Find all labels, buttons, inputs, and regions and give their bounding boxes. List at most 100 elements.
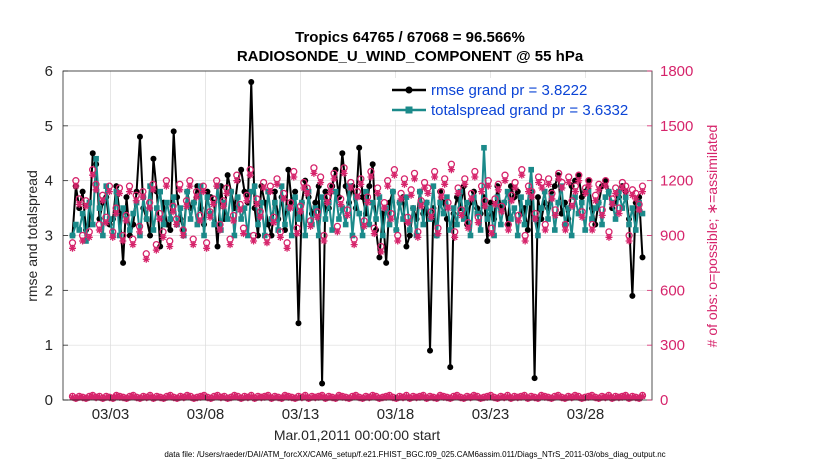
assimilated_low-point xyxy=(335,392,343,400)
assimilated-point xyxy=(115,189,123,197)
assimilated_low-point xyxy=(227,394,235,402)
y-tick-label-left: 2 xyxy=(45,282,53,299)
assimilated_low-point xyxy=(187,393,195,401)
totalspread-point xyxy=(201,232,207,239)
assimilated-point xyxy=(571,188,579,196)
totalspread-point xyxy=(450,205,457,211)
assimilated_low-point xyxy=(72,395,80,403)
totalspread-point xyxy=(410,205,416,211)
x-tick-label: 03/08 xyxy=(187,406,225,423)
assimilated-point xyxy=(538,184,546,192)
assimilated-point xyxy=(280,195,288,203)
totalspread-point xyxy=(204,194,211,200)
rmse-point xyxy=(356,144,363,151)
assimilated_low-point xyxy=(537,392,545,400)
legend-box xyxy=(385,78,647,120)
assimilated-point xyxy=(105,188,113,196)
rmse-point xyxy=(170,128,177,135)
assimilated-point xyxy=(286,204,294,212)
totalspread-point xyxy=(329,227,336,233)
assimilated_low-point xyxy=(298,394,306,402)
assimilated-point xyxy=(474,219,482,227)
assimilated-point xyxy=(340,169,348,177)
totalspread-point xyxy=(602,194,609,200)
rmse-point xyxy=(89,150,96,157)
assimilated-point xyxy=(545,180,553,188)
rmse-point xyxy=(447,364,454,371)
assimilated_low-point xyxy=(190,395,198,403)
rmse-point xyxy=(602,177,609,184)
totalspread-point xyxy=(420,221,427,228)
assimilated_low-point xyxy=(520,392,528,400)
totalspread-point xyxy=(349,232,356,239)
chart-title-line2: RADIOSONDE_U_WIND_COMPONENT @ 55 hPa xyxy=(237,48,584,65)
y-tick-label-left: 1 xyxy=(45,337,53,354)
assimilated-point xyxy=(575,177,583,185)
totalspread-point xyxy=(336,216,342,222)
y-tick-label-left: 5 xyxy=(45,118,53,135)
assimilated-point xyxy=(451,233,459,241)
assimilated-point xyxy=(582,189,589,197)
totalspread-point xyxy=(130,210,137,217)
assimilated-point xyxy=(578,213,586,221)
rmse-point xyxy=(366,183,373,190)
y-tick-label-left: 0 xyxy=(45,392,53,409)
totalspread-point xyxy=(224,216,231,222)
totalspread-point xyxy=(342,221,349,228)
assimilated_low-point xyxy=(433,395,441,403)
totalspread-point xyxy=(137,232,143,239)
assimilated-point xyxy=(142,255,150,263)
assimilated-point xyxy=(417,202,425,210)
totalspread-point xyxy=(154,205,160,211)
assimilated_low-point xyxy=(591,394,599,402)
assimilated-point xyxy=(531,215,539,223)
assimilated_low-point xyxy=(639,392,646,400)
totalspread-point xyxy=(396,199,403,206)
assimilated-point xyxy=(186,182,194,190)
assimilated-point xyxy=(250,237,258,245)
assimilated-point xyxy=(427,213,435,221)
assimilated-point xyxy=(421,184,429,192)
assimilated-point xyxy=(72,182,80,190)
assimilated-point xyxy=(203,244,211,252)
assimilated_low-point xyxy=(200,392,208,400)
assimilated-point xyxy=(240,230,247,238)
assimilated_low-point xyxy=(183,392,191,400)
assimilated-point xyxy=(313,213,321,221)
assimilated-point xyxy=(622,188,630,196)
assimilated_low-point xyxy=(399,394,407,402)
legend-spread-label: totalspread grand pr = 3.6332 xyxy=(431,102,628,119)
totalspread-point xyxy=(487,205,494,211)
assimilated-point xyxy=(501,177,509,185)
assimilated-point xyxy=(162,182,170,190)
assimilated_low-point xyxy=(136,395,144,403)
assimilated-point xyxy=(290,173,298,181)
rmse-point xyxy=(248,78,255,85)
assimilated-point xyxy=(354,193,361,201)
assimilated-point xyxy=(411,175,418,183)
assimilated-point xyxy=(585,182,593,190)
totalspread-point xyxy=(363,188,369,195)
assimilated-point xyxy=(320,237,328,245)
assimilated_low-point xyxy=(389,394,397,402)
assimilated_low-point xyxy=(554,392,562,400)
totalspread-point xyxy=(572,194,578,200)
assimilated-point xyxy=(394,237,402,245)
assimilated-point xyxy=(273,180,281,188)
assimilated_low-point xyxy=(89,392,97,400)
assimilated_low-point xyxy=(244,394,252,402)
totalspread-point xyxy=(612,216,619,222)
totalspread-point xyxy=(386,221,393,228)
assimilated-point xyxy=(374,189,382,197)
assimilated-point xyxy=(226,241,234,249)
assimilated-point xyxy=(179,232,187,239)
totalspread-point xyxy=(545,216,551,222)
totalspread-point xyxy=(555,199,561,206)
assimilated_low-point xyxy=(315,393,323,401)
assimilated_low-point xyxy=(261,393,269,401)
assimilated-point xyxy=(216,226,224,234)
assimilated-point xyxy=(266,188,274,196)
totalspread-point xyxy=(282,221,288,228)
assimilated-point xyxy=(478,188,486,196)
assimilated_low-point xyxy=(166,392,174,400)
